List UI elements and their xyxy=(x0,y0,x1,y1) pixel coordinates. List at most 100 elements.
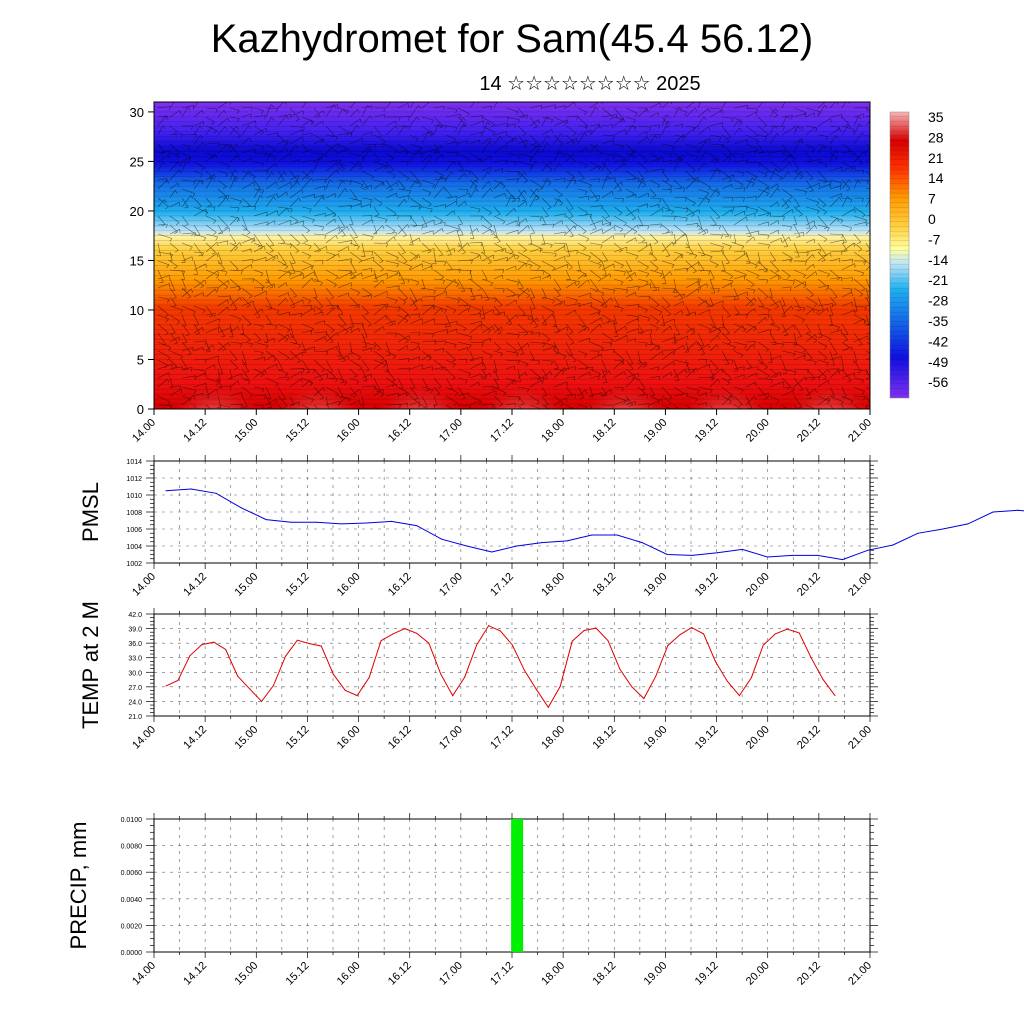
cross-section-panel: 0 5 10 15 20 25 30 14.00 14.12 15.00 15.12 16.00 16.… xyxy=(130,101,874,445)
colorbar-label: 35 xyxy=(928,109,944,125)
temp-point xyxy=(535,688,537,690)
y-tick-label: 0.0000 xyxy=(121,950,143,957)
colorbar-label: 28 xyxy=(928,129,944,145)
x-tick-label: 21.00 xyxy=(846,417,874,445)
y-tick-label: 20 xyxy=(130,204,144,219)
temp-point xyxy=(261,700,263,702)
colorbar-label: -7 xyxy=(928,231,941,247)
pmsl-point xyxy=(616,534,618,536)
x-tick-label: 15.00 xyxy=(232,417,260,445)
precip-bar xyxy=(511,819,524,952)
y-tick-label: 27.0 xyxy=(128,685,142,692)
pmsl-point xyxy=(917,532,919,534)
temp-point xyxy=(201,644,203,646)
pmsl-point xyxy=(190,488,192,490)
pmsl-point xyxy=(967,523,969,525)
x-tick-label: 20.12 xyxy=(795,417,823,445)
pmsl-point xyxy=(240,507,242,509)
y-tick-label: 1014 xyxy=(126,459,142,466)
page-subtitle: 14 ☆☆☆☆☆☆☆☆ 2025 xyxy=(479,73,701,95)
x-tick-label: 14.00 xyxy=(130,571,158,599)
y-tick-label: 30 xyxy=(130,105,144,120)
colorbar-label: -14 xyxy=(928,252,948,268)
pmsl-point xyxy=(566,540,568,542)
colorbar-label: -35 xyxy=(928,313,948,329)
temp-point xyxy=(834,695,836,697)
pmsl-point xyxy=(340,523,342,525)
x-tick-label: 17.00 xyxy=(437,571,465,599)
temp-point xyxy=(165,685,167,687)
pmsl-point xyxy=(942,528,944,530)
pmsl-point xyxy=(766,556,768,558)
x-tick-label: 17.00 xyxy=(437,724,465,752)
y-tick-label: 0.0060 xyxy=(121,870,143,877)
pmsl-point xyxy=(441,538,443,540)
x-tick-label: 19.12 xyxy=(693,724,721,752)
x-tick-label: 16.00 xyxy=(335,724,363,752)
x-tick-label: 14.12 xyxy=(181,960,209,988)
precip-panel: 0.0000 0.0020 0.0040 0.0060 0.0080 0.0100 14.0… xyxy=(66,813,878,988)
temp-point xyxy=(786,628,788,630)
y-tick-label: 1012 xyxy=(126,476,142,483)
pmsl-point xyxy=(466,545,468,547)
x-tick-label: 16.12 xyxy=(386,571,414,599)
temp-point xyxy=(679,634,681,636)
temp-point xyxy=(488,625,490,627)
x-tick-label: 21.00 xyxy=(846,724,874,752)
y-tick-label: 5 xyxy=(137,352,144,367)
y-tick-label: 0.0020 xyxy=(121,923,143,930)
temp-point xyxy=(273,684,275,686)
temp-point xyxy=(511,644,513,646)
temp-point xyxy=(356,695,358,697)
x-tick-label: 18.00 xyxy=(539,724,567,752)
x-tick-label: 15.00 xyxy=(232,571,260,599)
warm-core xyxy=(688,359,766,409)
colorbar-label: 21 xyxy=(928,150,944,166)
pmsl-point xyxy=(792,554,793,556)
temp-point xyxy=(500,630,501,632)
pmsl-point xyxy=(817,554,819,556)
temp-point xyxy=(464,676,466,678)
x-tick-label: 14.00 xyxy=(130,724,158,752)
y-tick-label: 24.0 xyxy=(128,699,142,706)
pmsl-point xyxy=(391,520,393,522)
x-tick-label: 15.12 xyxy=(284,724,312,752)
temp-point xyxy=(774,633,776,635)
x-tick-label: 14.00 xyxy=(130,960,158,988)
x-tick-label: 14.12 xyxy=(181,724,209,752)
y-axis-label: PMSL xyxy=(78,482,103,542)
warm-core xyxy=(279,359,357,409)
pmsl-point xyxy=(666,554,668,555)
temperature-panel: 21.0 24.0 27.0 30.0 33.0 36.0 39.0 42.0 14.00 14.… xyxy=(78,601,878,752)
temp-point xyxy=(798,632,800,634)
cross-section-field xyxy=(154,102,870,409)
temp-point xyxy=(703,633,705,635)
temp-point xyxy=(296,639,298,641)
y-tick-label: 33.0 xyxy=(128,656,142,663)
y-tick-label: 0.0040 xyxy=(121,897,143,904)
temp-point xyxy=(368,677,370,679)
x-tick-label: 14.12 xyxy=(181,571,209,599)
temp-point xyxy=(571,640,573,642)
temp-point xyxy=(810,657,812,659)
temp-point xyxy=(726,681,728,683)
pmsl-point xyxy=(165,490,167,492)
temp-point xyxy=(643,698,645,700)
pmsl-point xyxy=(516,545,518,547)
x-tick-label: 14.00 xyxy=(130,417,158,445)
temp-point xyxy=(667,645,669,647)
x-tick-label: 16.00 xyxy=(335,571,363,599)
temp-point xyxy=(691,627,693,629)
temp-point xyxy=(344,689,346,691)
temp-point xyxy=(583,630,585,632)
x-tick-label: 17.12 xyxy=(488,417,516,445)
warm-core xyxy=(790,359,868,409)
x-tick-label: 16.12 xyxy=(386,960,414,988)
temp-point xyxy=(320,645,322,647)
x-tick-label: 19.00 xyxy=(642,417,670,445)
y-axis-label: TEMP at 2 M xyxy=(78,601,103,729)
temp-point xyxy=(237,675,239,677)
x-tick-label: 17.12 xyxy=(488,960,516,988)
y-tick-label: 10 xyxy=(130,303,144,318)
temp-point xyxy=(822,679,824,681)
